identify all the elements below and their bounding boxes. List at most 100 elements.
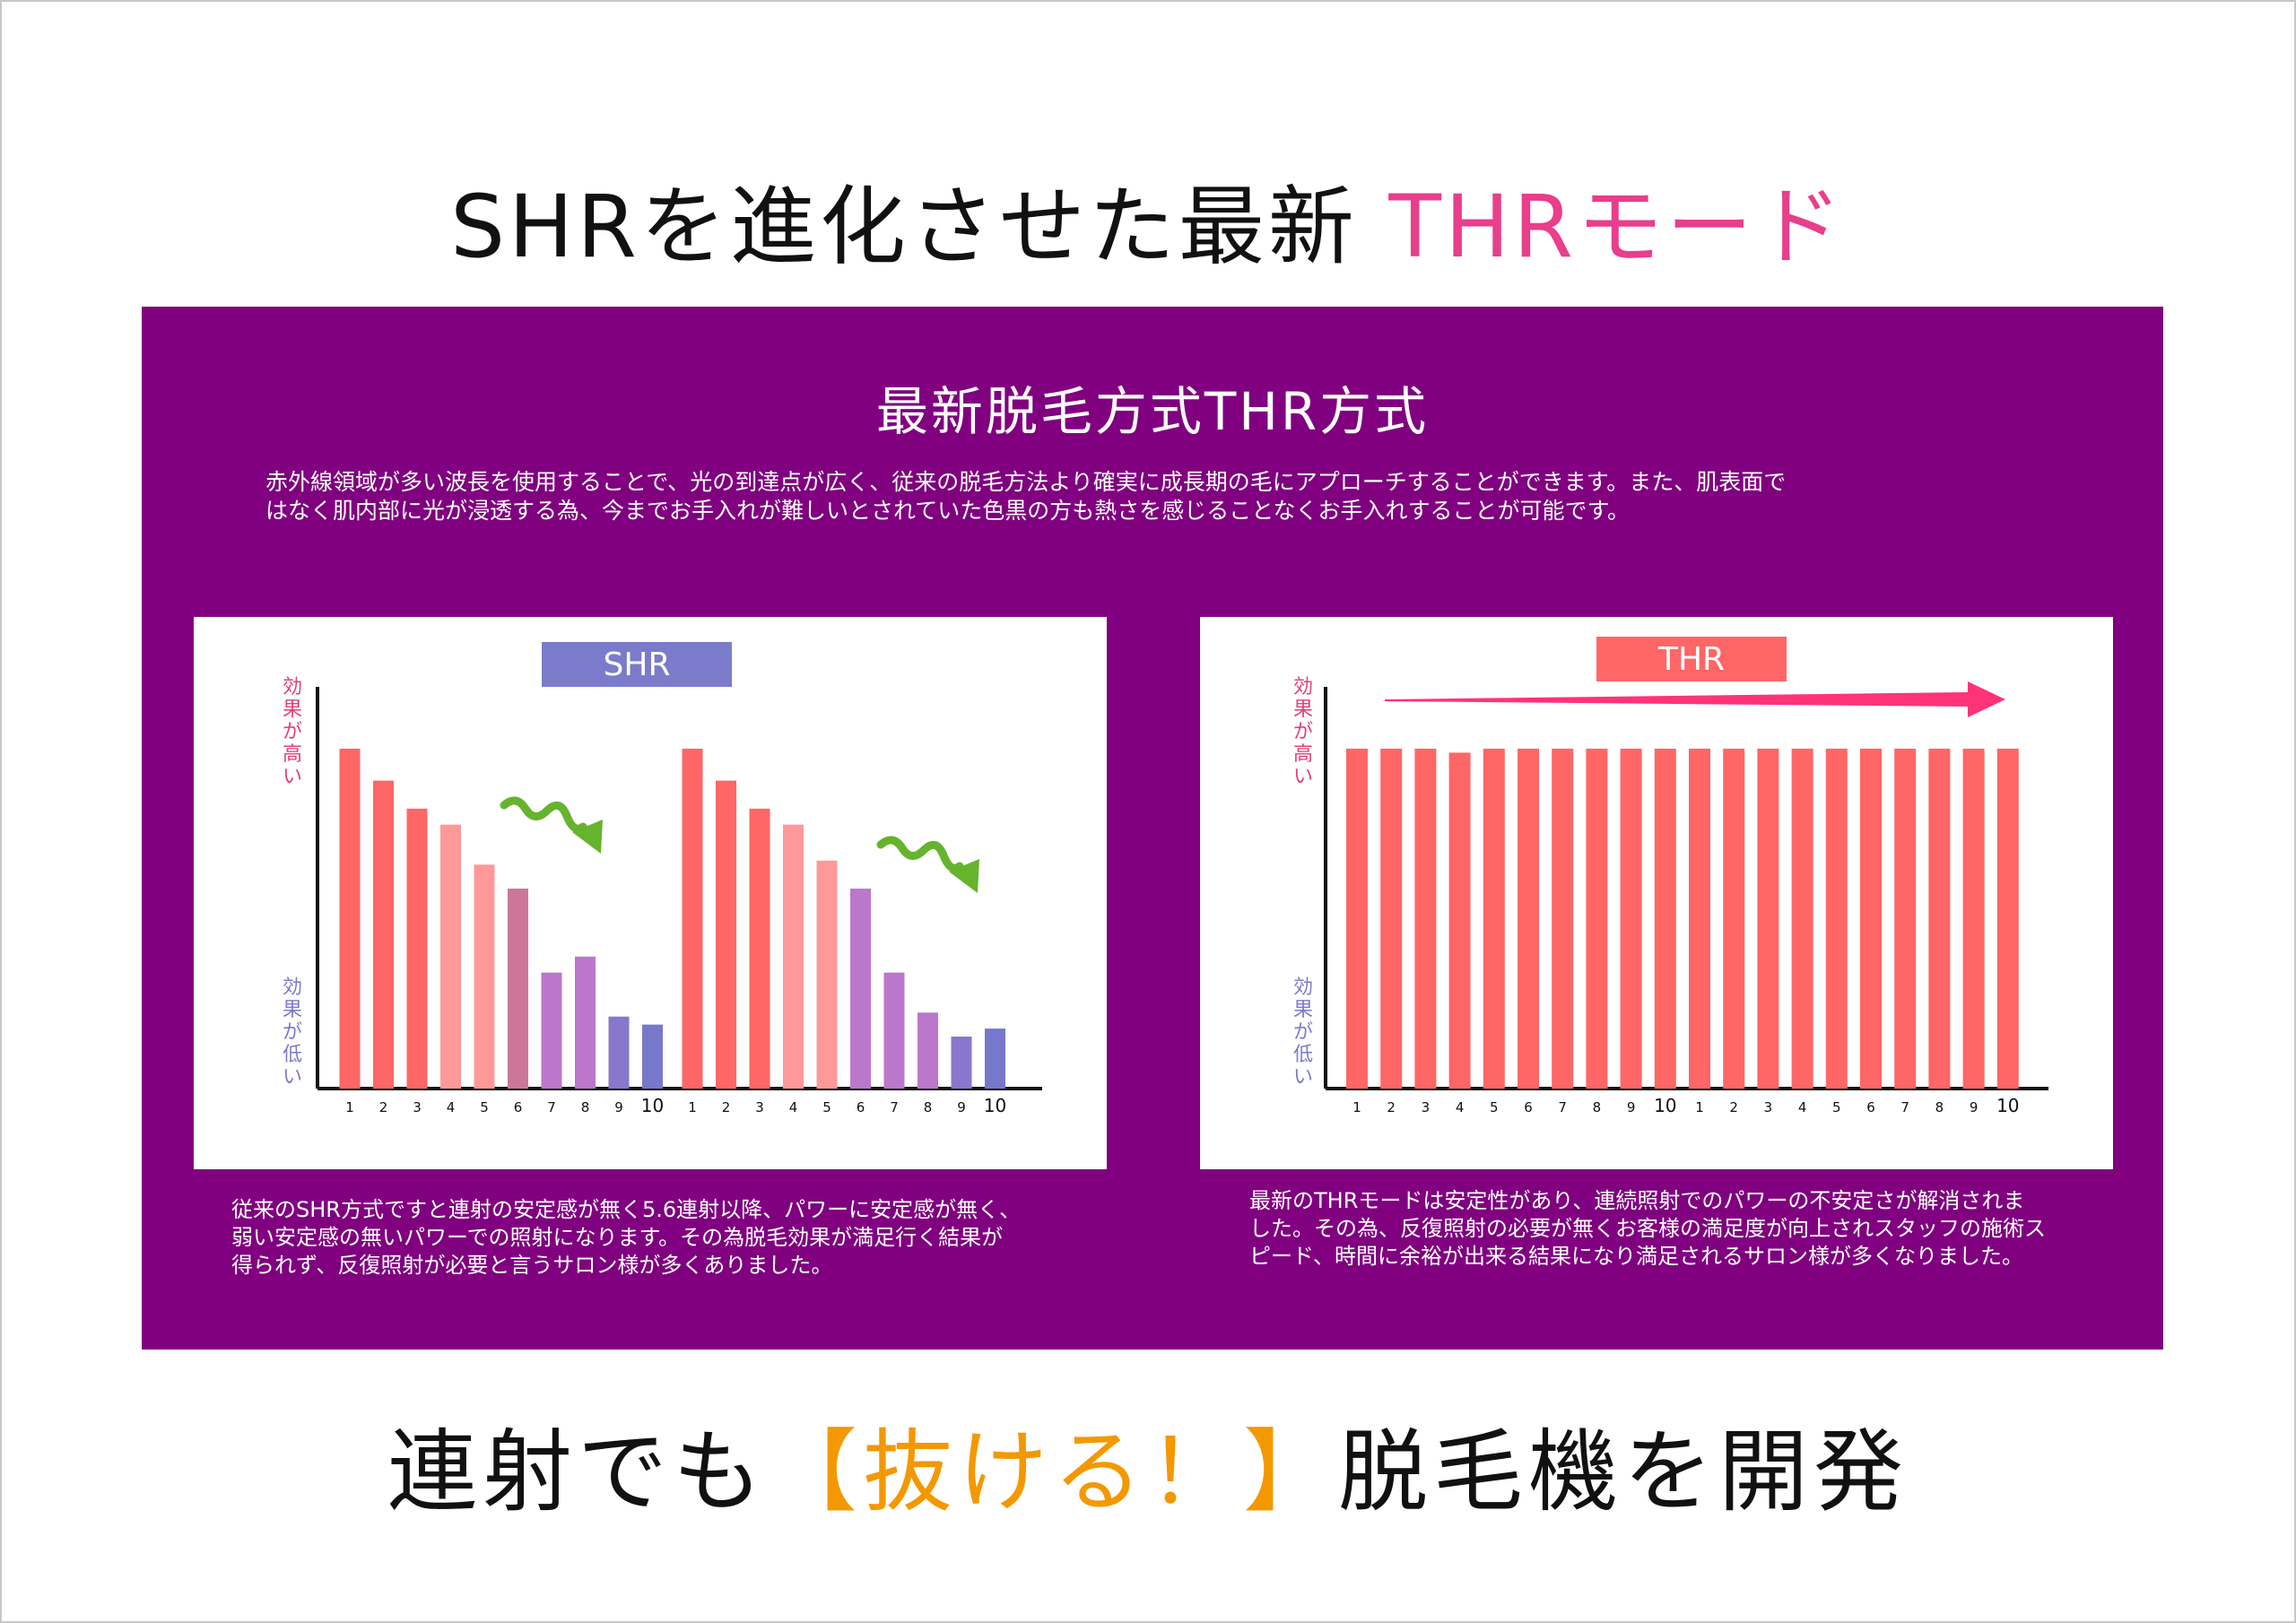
bar [985, 1028, 1005, 1089]
wavy-down-arrow-icon [500, 796, 587, 833]
bar [440, 824, 461, 1089]
y-label-high: 高 [283, 743, 302, 766]
y-label-low: が [283, 1021, 302, 1044]
x-tick-label: 8 [924, 1099, 933, 1115]
bar [406, 808, 428, 1089]
wavy-down-arrow-icon-head [572, 820, 603, 854]
bar [918, 1012, 938, 1089]
x-tick-label: 9 [614, 1099, 623, 1115]
panel-title: 最新脱毛方式THR方式 [875, 381, 1430, 442]
x-tick-label: 7 [1900, 1099, 1909, 1115]
headline-top-accent: THRモード [1388, 177, 1846, 277]
chart-title-badge [542, 642, 732, 687]
x-tick-label: 6 [857, 1099, 865, 1115]
headline-bottom-before: 連射でも [387, 1419, 768, 1524]
bar [373, 780, 394, 1089]
bar [682, 748, 703, 1089]
y-label-low: 果 [283, 999, 302, 1021]
y-label-low: 低 [283, 1044, 302, 1066]
y-label-low: 果 [1293, 999, 1313, 1021]
bar [783, 824, 804, 1089]
caption-line: 得られず、反復照射が必要と言うサロン様が多くありました。 [231, 1253, 833, 1278]
bar [1518, 748, 1539, 1089]
bar [1894, 748, 1917, 1089]
purple-panel: 最新脱毛方式THR方式 赤外線領域が多い波長を使用することで、光の到達点が広く、… [142, 307, 2163, 1350]
thr-caption: 最新のTHRモードは安定性があり、連続照射でのパワーの不安定さが解消されま した… [1249, 1187, 2046, 1271]
description-line: 赤外線領域が多い波長を使用することで、光の到達点が広く、従来の脱毛方法より確実に… [265, 469, 1787, 495]
bar [1757, 748, 1779, 1089]
caption-line: ピード、時間に余裕が出来る結果になり満足されるサロン様が多くなりました。 [1249, 1244, 2024, 1269]
headline-bottom: 連射でも【抜ける！】脱毛機を開発 [0, 1399, 2296, 1529]
bar [850, 889, 871, 1089]
x-tick-label: 10 [1654, 1095, 1676, 1116]
bar [816, 860, 838, 1089]
y-label-high: が [1293, 721, 1313, 743]
x-tick-label: 5 [480, 1099, 489, 1115]
bar [541, 972, 562, 1089]
x-tick-label: 4 [789, 1099, 798, 1115]
y-label-high: 果 [283, 699, 302, 721]
bar [1552, 748, 1574, 1089]
bar [474, 864, 495, 1089]
bar [883, 972, 905, 1089]
right-arrow-icon [1385, 681, 2005, 717]
x-tick-label: 2 [379, 1099, 388, 1115]
x-tick-label: 9 [957, 1099, 966, 1115]
bar [1928, 748, 1951, 1089]
x-tick-label: 1 [345, 1099, 354, 1115]
shr-caption: 従来のSHR方式ですと連射の安定感が無く5.6連射以降、パワーに安定感が無く、 … [231, 1196, 1021, 1280]
bar [1414, 748, 1437, 1089]
panel-description: 赤外線領域が多い波長を使用することで、光の到達点が広く、従来の脱毛方法より確実に… [265, 468, 2050, 525]
y-label-high: い [283, 766, 302, 788]
shr-chart-card: SHR 効果が高い効果が低い 1 2 3 4 5 6 7 8 9 10 1 2 3 4 5 6 7 8 9 10 [194, 617, 1107, 1169]
description-line: はなく肌内部に光が浸透する為、今までお手入れが難しいとされていた色黒の方も熱さを… [265, 498, 1631, 524]
x-tick-label: 4 [447, 1099, 456, 1115]
bar [1825, 748, 1848, 1089]
x-tick-label: 6 [1866, 1099, 1875, 1115]
x-tick-label: 4 [1456, 1099, 1465, 1115]
x-tick-label: 2 [722, 1099, 731, 1115]
y-label-low: い [1293, 1066, 1313, 1089]
bar [1860, 748, 1882, 1089]
x-tick-label: 5 [1832, 1099, 1841, 1115]
bar [1620, 748, 1642, 1089]
x-tick-label: 9 [1970, 1099, 1979, 1115]
y-label-low: 効 [1293, 976, 1313, 999]
y-label-high: 効 [283, 676, 302, 699]
headline-bottom-after: 脱毛機を開発 [1338, 1419, 1909, 1524]
y-label-high: い [1293, 766, 1313, 788]
x-tick-label: 7 [890, 1099, 899, 1115]
bar [1962, 748, 1985, 1089]
x-tick-label: 6 [514, 1099, 523, 1115]
y-label-high: が [283, 721, 302, 743]
chart-title-badge [1596, 637, 1787, 681]
y-label-low: い [283, 1066, 302, 1089]
caption-line: 最新のTHRモードは安定性があり、連続照射でのパワーの不安定さが解消されま [1249, 1188, 2025, 1213]
x-tick-label: 7 [1558, 1099, 1567, 1115]
bar [1483, 748, 1505, 1089]
x-tick-label: 5 [1490, 1099, 1499, 1115]
bar [1723, 748, 1745, 1089]
headline-top: SHRを進化させた最新 THRモード [0, 157, 2296, 282]
x-tick-label: 3 [1764, 1099, 1773, 1115]
x-tick-label: 3 [755, 1099, 764, 1115]
wavy-down-arrow-icon [876, 836, 964, 872]
x-tick-label: 10 [984, 1095, 1006, 1116]
x-tick-label: 2 [1387, 1099, 1396, 1115]
caption-line: した。その為、反復照射の必要が無くお客様の満足度が向上されスタッフの施術ス [1249, 1216, 2046, 1241]
x-tick-label: 1 [1352, 1099, 1361, 1115]
x-tick-label: 8 [581, 1099, 590, 1115]
bar [716, 780, 736, 1089]
bar [1586, 748, 1608, 1089]
bar [1996, 748, 2019, 1089]
x-tick-label: 8 [1593, 1099, 1602, 1115]
x-tick-label: 1 [1695, 1099, 1704, 1115]
chart-title: SHR [604, 647, 671, 683]
x-tick-label: 4 [1798, 1099, 1807, 1115]
bar [1791, 748, 1813, 1089]
x-tick-label: 9 [1627, 1099, 1636, 1115]
x-tick-label: 7 [547, 1099, 556, 1115]
x-tick-label: 2 [1729, 1099, 1738, 1115]
